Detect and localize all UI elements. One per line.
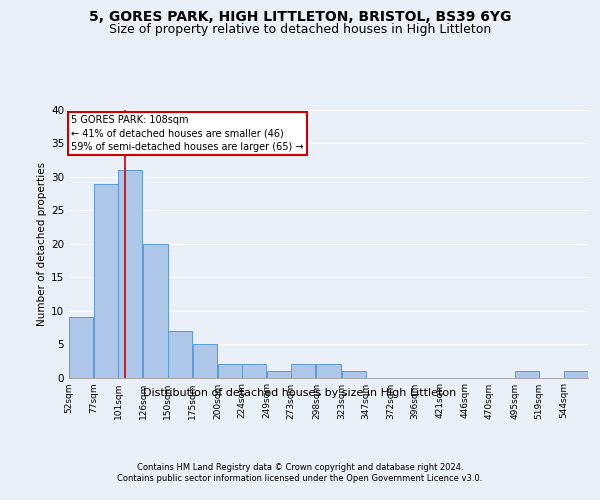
Bar [69, 318, 93, 378]
Text: Distribution of detached houses by size in High Littleton: Distribution of detached houses by size … [143, 388, 457, 398]
Bar [291, 364, 316, 378]
Bar [267, 371, 291, 378]
Bar [242, 364, 266, 378]
Bar [218, 364, 242, 378]
Bar [515, 371, 539, 378]
Bar [193, 344, 217, 378]
Bar [167, 330, 192, 378]
Bar [94, 184, 118, 378]
Bar [341, 371, 366, 378]
Text: Size of property relative to detached houses in High Littleton: Size of property relative to detached ho… [109, 22, 491, 36]
Bar [118, 170, 142, 378]
Text: 5 GORES PARK: 108sqm
← 41% of detached houses are smaller (46)
59% of semi-detac: 5 GORES PARK: 108sqm ← 41% of detached h… [71, 116, 304, 152]
Text: Contains HM Land Registry data © Crown copyright and database right 2024.: Contains HM Land Registry data © Crown c… [137, 462, 463, 471]
Bar [316, 364, 341, 378]
Bar [564, 371, 588, 378]
Text: Contains public sector information licensed under the Open Government Licence v3: Contains public sector information licen… [118, 474, 482, 483]
Y-axis label: Number of detached properties: Number of detached properties [37, 162, 47, 326]
Text: 5, GORES PARK, HIGH LITTLETON, BRISTOL, BS39 6YG: 5, GORES PARK, HIGH LITTLETON, BRISTOL, … [89, 10, 511, 24]
Bar [143, 244, 167, 378]
